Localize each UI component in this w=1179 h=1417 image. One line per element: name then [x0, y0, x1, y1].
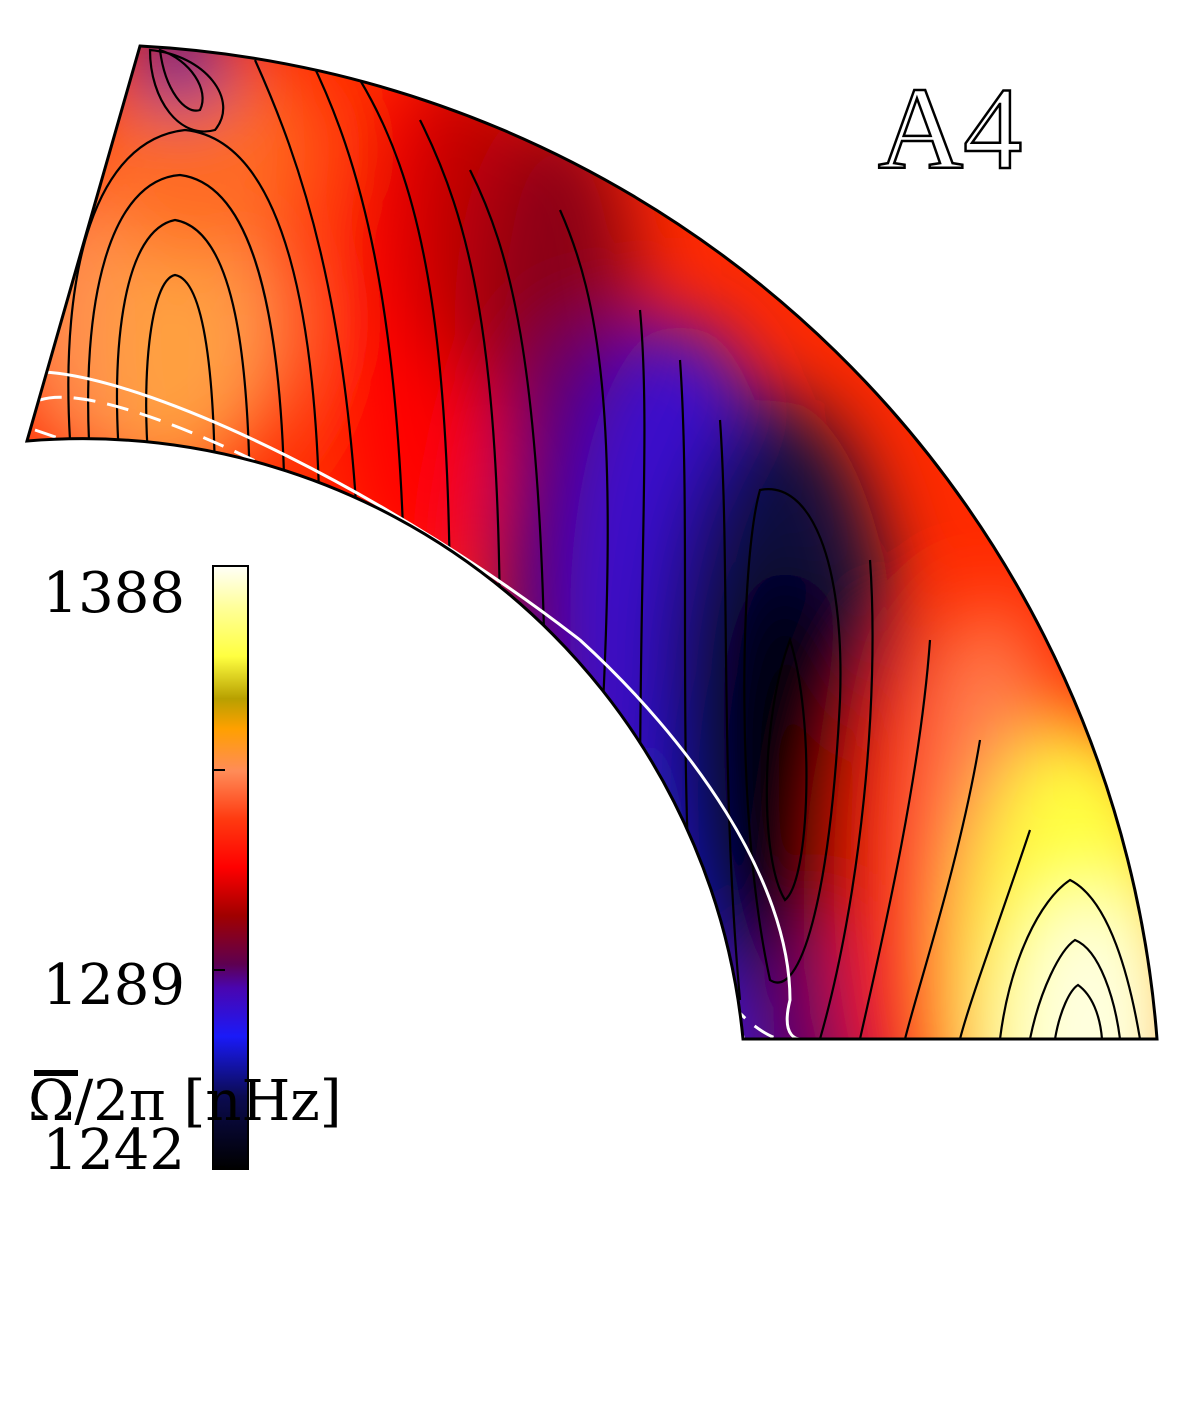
colorbar-title: Ω/2π [nHz]: [28, 1069, 342, 1134]
contour-lines: [67, 48, 1142, 1039]
solid-white-line: [44, 370, 801, 1039]
colorbar: 1388 1289 1242 Ω/2π [nHz]: [28, 561, 342, 1183]
colorbar-gradient: [212, 565, 249, 1170]
colorbar-tick-mid: 1289: [42, 953, 185, 1018]
colorbar-tick-max: 1388: [42, 561, 185, 626]
colorbar-tick-min: 1242: [42, 1118, 185, 1183]
panel-label: A4: [878, 63, 1022, 194]
wedge-outline: [24, 44, 1159, 1041]
